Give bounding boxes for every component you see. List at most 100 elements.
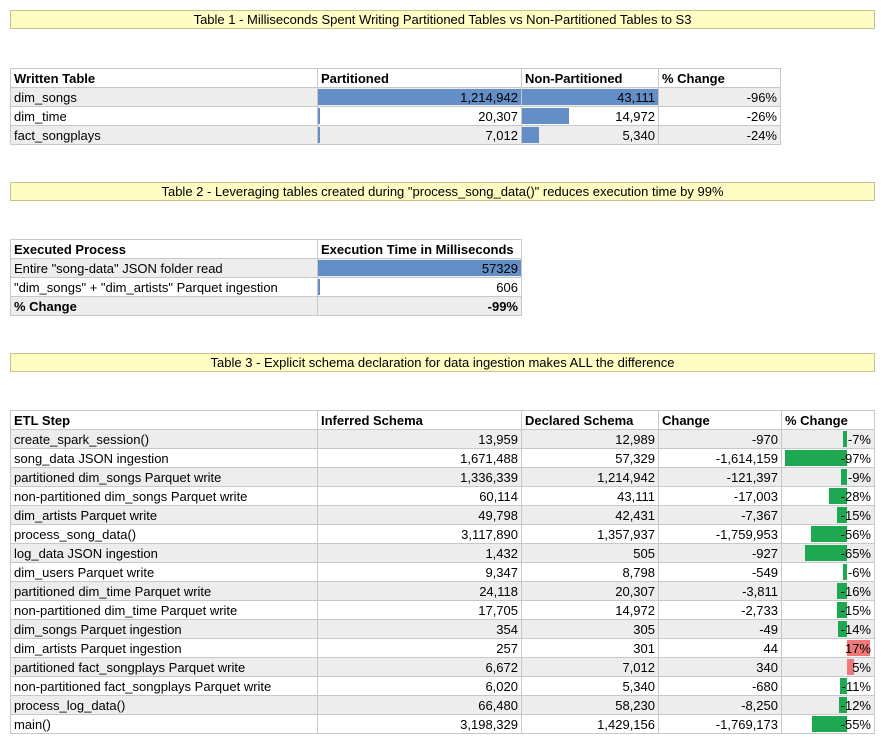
inferred-schema-cell: 49,798 <box>317 505 522 525</box>
table-row: partitioned dim_songs Parquet write 1,336… <box>10 467 875 487</box>
change-cell: -7,367 <box>658 505 782 525</box>
table-row: process_song_data() 3,117,890 1,357,937 -1,… <box>10 524 875 544</box>
percent-change-cell: -96% <box>658 87 781 107</box>
declared-schema-cell: 1,357,937 <box>521 524 659 544</box>
table-row: non-partitioned dim_songs Parquet write 6… <box>10 486 875 506</box>
inferred-schema-cell: 3,117,890 <box>317 524 522 544</box>
negative-bar <box>839 678 847 694</box>
percent-change-cell: -97% <box>781 448 875 468</box>
inferred-schema-cell: 60,114 <box>317 486 522 506</box>
table1-header: % Change <box>658 68 781 88</box>
percent-change-cell: 5% <box>781 657 875 677</box>
declared-schema-cell: 305 <box>521 619 659 639</box>
table2-header: Execution Time in Milliseconds <box>317 239 522 259</box>
percent-change-cell: -9% <box>781 467 875 487</box>
declared-schema-cell: 5,340 <box>521 676 659 696</box>
value: 5% <box>852 659 871 675</box>
table2-header: Executed Process <box>10 239 318 259</box>
negative-bar <box>838 621 847 637</box>
inferred-schema-cell: 24,118 <box>317 581 522 601</box>
change-cell: -49 <box>658 619 782 639</box>
non-partitioned-cell: 43,111 <box>521 87 659 107</box>
data-bar <box>318 108 320 124</box>
table3-header: Declared Schema <box>521 410 659 430</box>
table1-header-row: Written Table Partitioned Non-Partitione… <box>10 68 781 88</box>
etl-step-cell: dim_artists Parquet write <box>10 505 318 525</box>
negative-bar <box>843 564 847 580</box>
value: -55% <box>840 716 871 732</box>
declared-schema-cell: 12,989 <box>521 429 659 449</box>
negative-bar <box>811 716 847 732</box>
table-row: create_spark_session() 13,959 12,989 -970 -7… <box>10 429 875 449</box>
execution-time-cell: 606 <box>317 277 522 297</box>
value: 17% <box>844 640 871 656</box>
execution-time-cell: 57329 <box>317 258 522 278</box>
value: -28% <box>840 488 871 504</box>
data-bar <box>522 108 570 124</box>
table1-title: Table 1 - Milliseconds Spent Writing Par… <box>10 10 875 29</box>
table3-title: Table 3 - Explicit schema declaration fo… <box>10 353 875 372</box>
change-cell: -1,759,953 <box>658 524 782 544</box>
percent-change-cell: -7% <box>781 429 875 449</box>
data-bar <box>318 89 521 105</box>
partitioned-cell: 7,012 <box>317 125 522 145</box>
percent-change-cell: -15% <box>781 505 875 525</box>
table-row: process_log_data() 66,480 58,230 -8,250 -12% <box>10 695 875 715</box>
etl-step-cell: non-partitioned dim_songs Parquet write <box>10 486 318 506</box>
table1: Written Table Partitioned Non-Partitione… <box>10 68 781 145</box>
table-row: partitioned fact_songplays Parquet write… <box>10 657 875 677</box>
percent-change-cell: 17% <box>781 638 875 658</box>
change-cell: 340 <box>658 657 782 677</box>
etl-step-cell: non-partitioned dim_time Parquet write <box>10 600 318 620</box>
table3-header: % Change <box>781 410 875 430</box>
percent-change-cell: -15% <box>781 600 875 620</box>
percent-change-cell: -11% <box>781 676 875 696</box>
value: 14,972 <box>615 108 655 124</box>
data-bar <box>522 127 539 143</box>
change-cell: -680 <box>658 676 782 696</box>
value: -65% <box>840 545 871 561</box>
table-row: dim_users Parquet write 9,347 8,798 -549 -6% <box>10 562 875 582</box>
inferred-schema-cell: 354 <box>317 619 522 639</box>
table-row: dim_songs 1,214,942 43,111 -96% <box>10 87 781 107</box>
inferred-schema-cell: 1,336,339 <box>317 467 522 487</box>
table-row: "dim_songs" + "dim_artists" Parquet inge… <box>10 277 522 297</box>
inferred-schema-cell: 17,705 <box>317 600 522 620</box>
etl-step-cell: main() <box>10 714 318 734</box>
change-cell: -121,397 <box>658 467 782 487</box>
table1-header: Partitioned <box>317 68 522 88</box>
declared-schema-cell: 14,972 <box>521 600 659 620</box>
inferred-schema-cell: 3,198,329 <box>317 714 522 734</box>
declared-schema-cell: 57,329 <box>521 448 659 468</box>
value: -9% <box>847 469 871 485</box>
table1-header: Non-Partitioned <box>521 68 659 88</box>
value: 20,307 <box>478 108 518 124</box>
percent-change-cell: -28% <box>781 486 875 506</box>
inferred-schema-cell: 66,480 <box>317 695 522 715</box>
change-cell: -1,769,173 <box>658 714 782 734</box>
percent-change-cell: -56% <box>781 524 875 544</box>
etl-step-cell: dim_songs Parquet ingestion <box>10 619 318 639</box>
declared-schema-cell: 58,230 <box>521 695 659 715</box>
value: 606 <box>496 279 518 295</box>
negative-bar <box>829 488 847 504</box>
percent-change-cell: -14% <box>781 619 875 639</box>
table3-header: Inferred Schema <box>317 410 522 430</box>
value: -14% <box>840 621 871 637</box>
etl-step-cell: non-partitioned fact_songplays Parquet w… <box>10 676 318 696</box>
value: -6% <box>847 564 871 580</box>
value: 7,012 <box>485 127 518 143</box>
negative-bar <box>837 602 847 618</box>
change-cell: -17,003 <box>658 486 782 506</box>
non-partitioned-cell: 5,340 <box>521 125 659 145</box>
change-cell: -927 <box>658 543 782 563</box>
table-row: fact_songplays 7,012 5,340 -24% <box>10 125 781 145</box>
etl-step-cell: process_song_data() <box>10 524 318 544</box>
inferred-schema-cell: 6,672 <box>317 657 522 677</box>
table-row: partitioned dim_time Parquet write 24,118… <box>10 581 875 601</box>
percent-change-cell: -6% <box>781 562 875 582</box>
declared-schema-cell: 20,307 <box>521 581 659 601</box>
process-name-cell: "dim_songs" + "dim_artists" Parquet inge… <box>10 277 318 297</box>
data-bar <box>522 89 658 105</box>
etl-step-cell: song_data JSON ingestion <box>10 448 318 468</box>
